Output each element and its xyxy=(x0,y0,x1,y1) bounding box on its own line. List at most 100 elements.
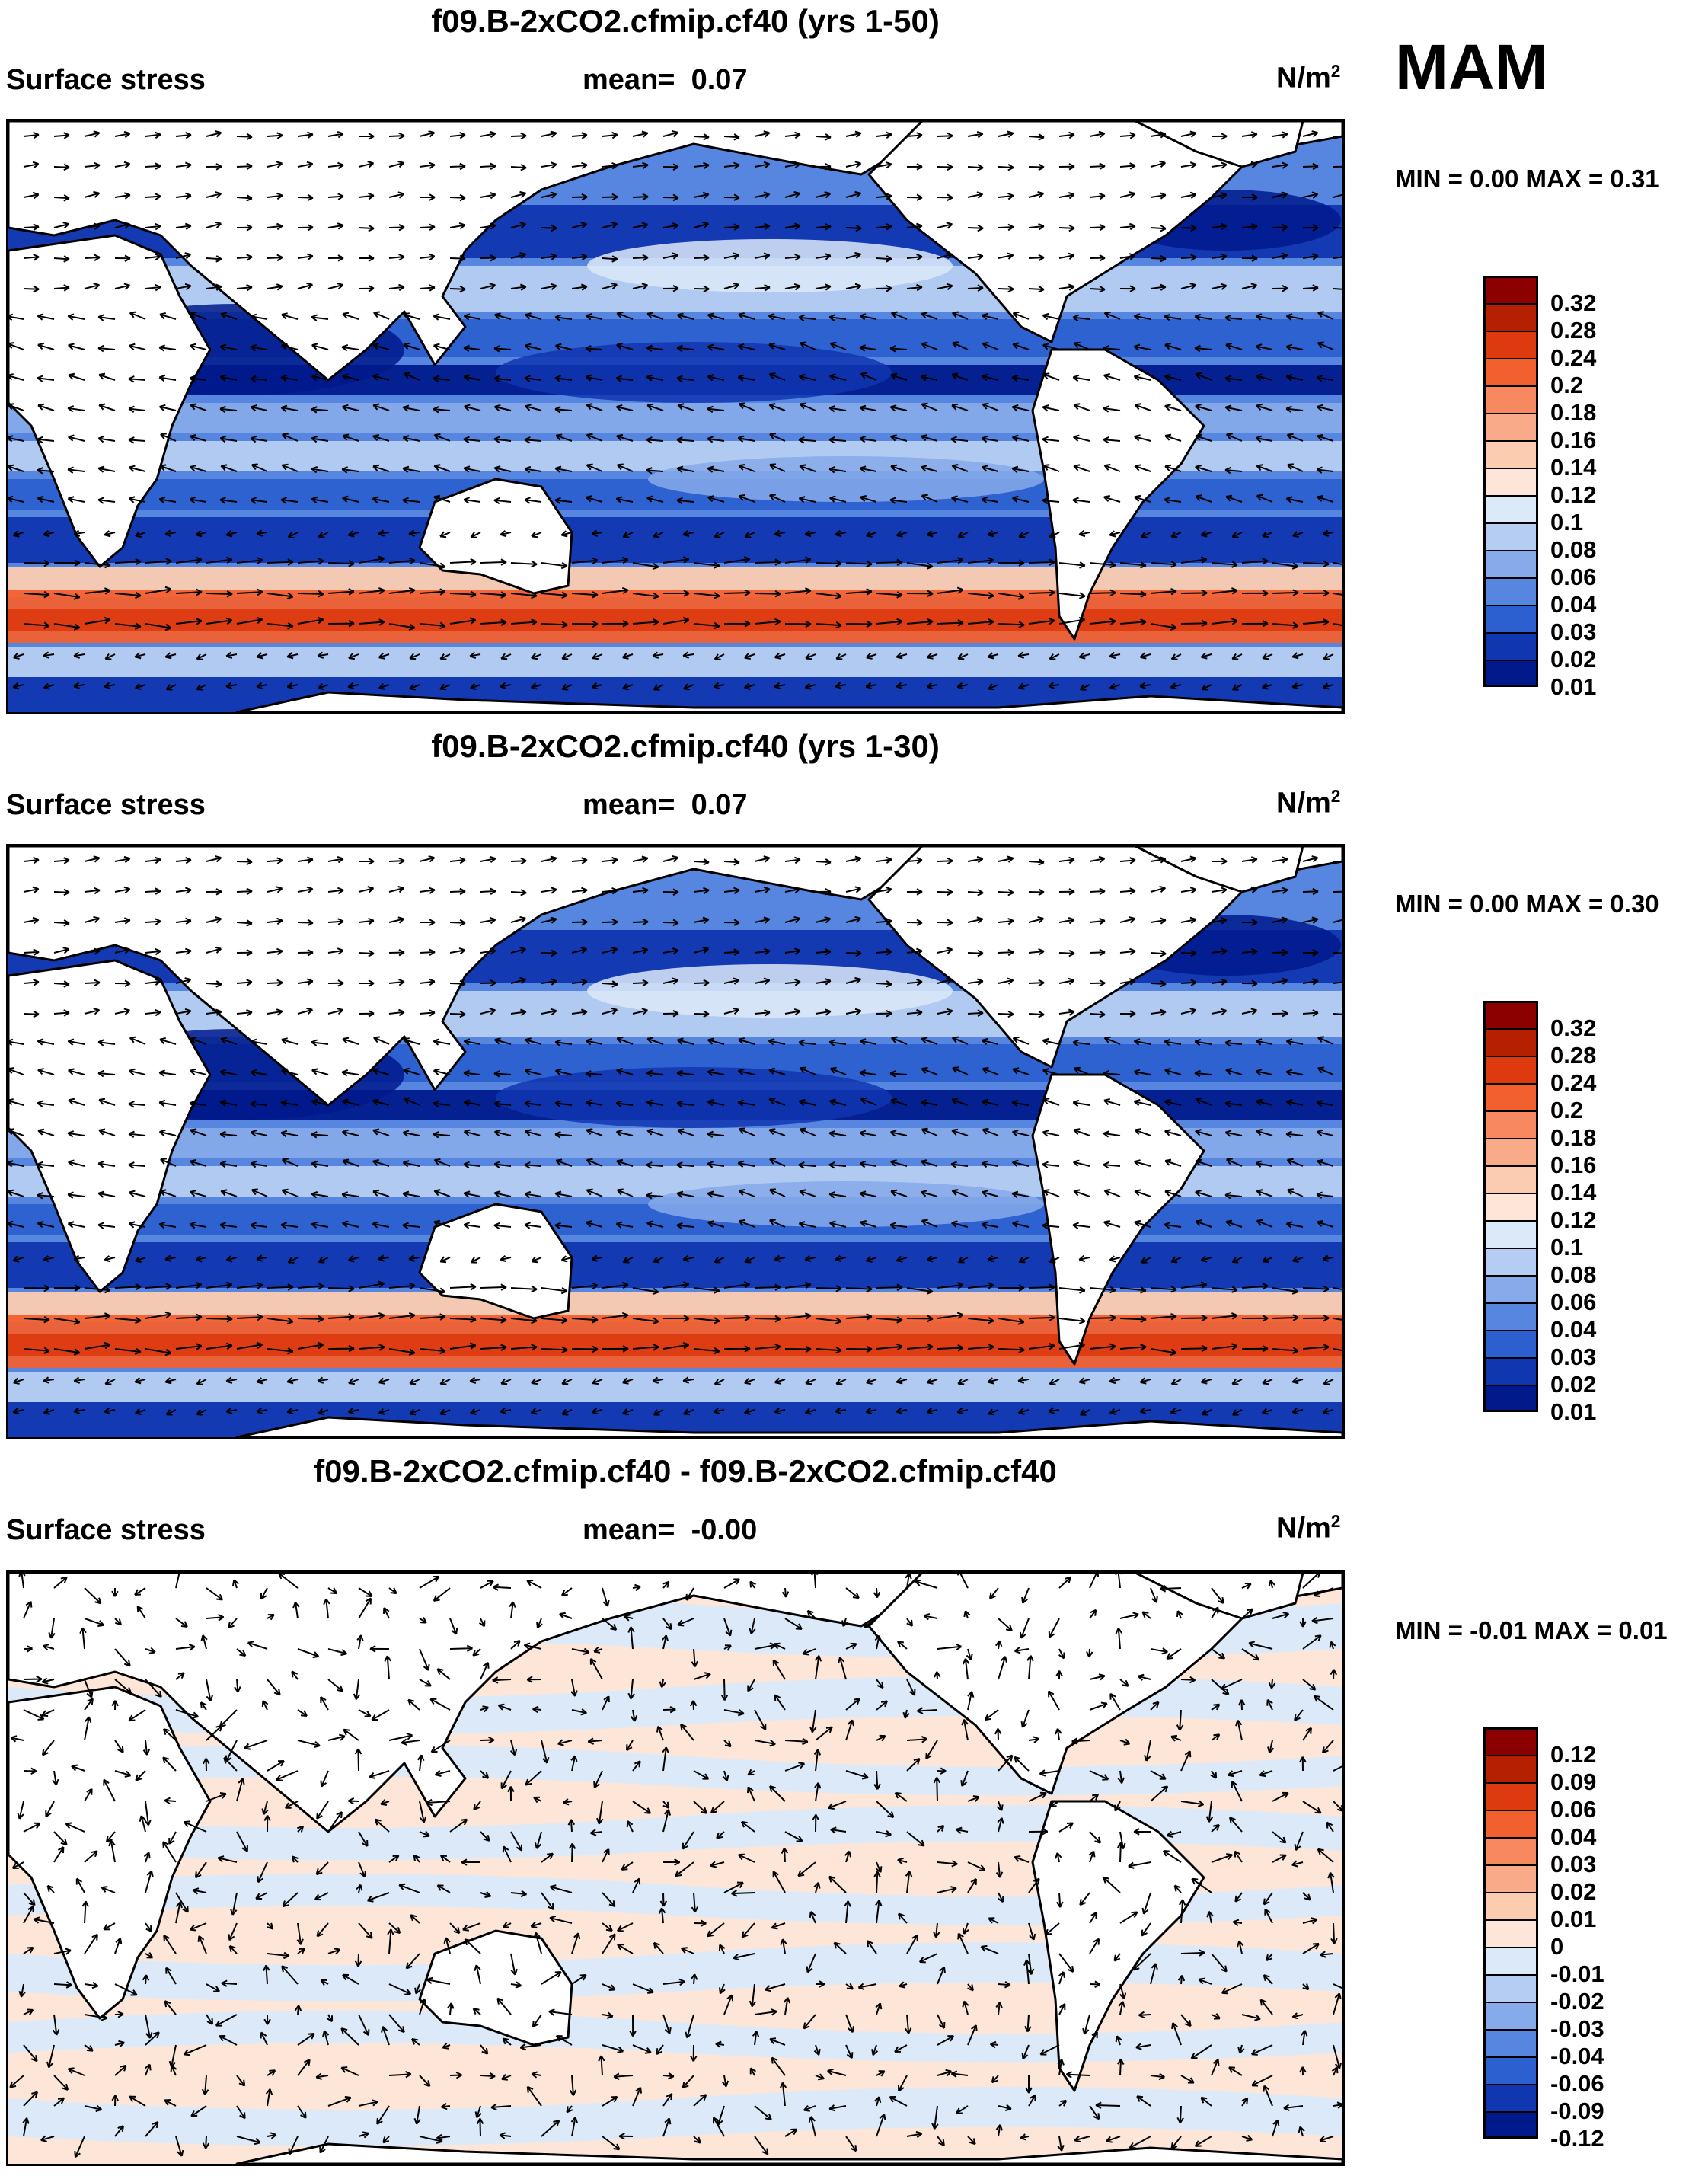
colorbar-level-label: 0.24 xyxy=(1550,344,1597,371)
colorbar-swatch xyxy=(1483,276,1538,303)
colorbar-frame xyxy=(1483,276,1538,687)
colorbar-swatch xyxy=(1483,1357,1538,1385)
colorbar-swatch xyxy=(1483,550,1538,577)
colorbar-swatch xyxy=(1483,522,1538,550)
colorbar-level-label: 0.18 xyxy=(1550,399,1597,426)
colorbar-swatch xyxy=(1483,440,1538,468)
colorbar-level-label: 0.1 xyxy=(1550,509,1584,535)
colorbar-swatch xyxy=(1483,1001,1538,1028)
colorbar-swatch xyxy=(1483,605,1538,632)
colorbar-swatch xyxy=(1483,2084,1538,2111)
colorbar-level-label: 0.28 xyxy=(1550,1042,1597,1069)
colorbar-level-label: 0.03 xyxy=(1550,618,1597,645)
colorbar-swatch xyxy=(1483,385,1538,413)
units-label: N/m2 xyxy=(1276,786,1341,820)
colorbar-level-label: 0.18 xyxy=(1550,1124,1597,1151)
colorbar-level-label: -0.03 xyxy=(1550,2015,1604,2042)
variable-label: Surface stress xyxy=(6,64,206,96)
colorbar-level-label: 0.2 xyxy=(1550,1097,1584,1123)
colorbar-level-label: 0.06 xyxy=(1550,1289,1597,1315)
colorbar-level-label: 0.2 xyxy=(1550,372,1584,398)
mean-value: 0.07 xyxy=(691,789,748,821)
colorbar-swatch xyxy=(1483,1755,1538,1782)
colorbar-level-label: 0.01 xyxy=(1550,1398,1597,1425)
map-panel-3 xyxy=(6,1570,1345,2166)
colorbar-swatch xyxy=(1483,1727,1538,1755)
colorbar-level-label: -0.01 xyxy=(1550,1960,1604,1987)
colorbar-swatch xyxy=(1483,1864,1538,1892)
colorbar-swatch xyxy=(1483,2029,1538,2056)
colorbar-level-label: 0.1 xyxy=(1550,1234,1584,1261)
season-label: MAM xyxy=(1395,31,1548,103)
colorbar-swatch xyxy=(1483,1275,1538,1302)
panel-title: f09.B-2xCO2.cfmip.cf40 (yrs 1-30) xyxy=(431,728,940,764)
min-max-label: MIN = -0.01 MAX = 0.01 xyxy=(1395,1616,1668,1644)
colorbar-swatch xyxy=(1483,1028,1538,1056)
colorbar-level-label: 0.32 xyxy=(1550,1015,1597,1041)
panel-title: f09.B-2xCO2.cfmip.cf40 - f09.B-2xCO2.cfm… xyxy=(314,1453,1057,1489)
colorbar-swatch xyxy=(1483,413,1538,440)
colorbar-swatch xyxy=(1483,1220,1538,1248)
min-max-label: MIN = 0.00 MAX = 0.30 xyxy=(1395,890,1659,918)
colorbar-level-label: 0.04 xyxy=(1550,1823,1597,1850)
colorbar-swatch xyxy=(1483,1892,1538,1919)
colorbar-swatch xyxy=(1483,1138,1538,1165)
colorbar-swatch xyxy=(1483,468,1538,495)
colorbar-swatch xyxy=(1483,2111,1538,2139)
colorbar-swatch xyxy=(1483,1919,1538,1947)
min-max-label: MIN = 0.00 MAX = 0.31 xyxy=(1395,165,1659,193)
colorbar-level-label: 0.12 xyxy=(1550,481,1597,508)
variable-label: Surface stress xyxy=(6,789,206,821)
colorbar-level-label: -0.06 xyxy=(1550,2070,1604,2097)
colorbar-frame xyxy=(1483,1001,1538,1412)
colorbar-swatch xyxy=(1483,1302,1538,1330)
colorbar-swatch xyxy=(1483,1248,1538,1275)
colorbar-frame xyxy=(1483,1727,1538,2139)
colorbar-level-label: 0.14 xyxy=(1550,1179,1597,1206)
colorbar-swatch xyxy=(1483,1165,1538,1193)
colorbar-swatch xyxy=(1483,1837,1538,1864)
colorbar-level-label: -0.02 xyxy=(1550,1988,1604,2015)
colorbar-level-label: 0 xyxy=(1550,1933,1564,1960)
mean-value: 0.07 xyxy=(691,64,748,96)
colorbar-level-label: 0.02 xyxy=(1550,646,1597,673)
colorbar-level-label: 0.08 xyxy=(1550,1261,1597,1288)
colorbar-level-label: 0.04 xyxy=(1550,1316,1597,1343)
colorbar-level-label: 0.24 xyxy=(1550,1069,1597,1096)
units-label: N/m2 xyxy=(1276,61,1341,94)
colorbar-level-label: -0.09 xyxy=(1550,2098,1604,2124)
colorbar-level-label: -0.12 xyxy=(1550,2125,1604,2152)
colorbar-swatch xyxy=(1483,2056,1538,2084)
colorbar-level-label: 0.03 xyxy=(1550,1851,1597,1877)
colorbar-level-label: 0.01 xyxy=(1550,1906,1597,1932)
colorbar-level-label: 0.09 xyxy=(1550,1769,1597,1795)
panel-title: f09.B-2xCO2.cfmip.cf40 (yrs 1-50) xyxy=(431,3,940,39)
colorbar-swatch xyxy=(1483,577,1538,605)
colorbar-level-label: 0.02 xyxy=(1550,1878,1597,1905)
colorbar-swatch xyxy=(1483,1810,1538,1837)
colorbar-level-label: 0.08 xyxy=(1550,536,1597,563)
colorbar-level-label: 0.16 xyxy=(1550,1152,1597,1178)
colorbar-swatch xyxy=(1483,1330,1538,1357)
colorbar-swatch xyxy=(1483,495,1538,522)
colorbar-level-label: 0.06 xyxy=(1550,1796,1597,1823)
colorbar-swatch xyxy=(1483,1947,1538,1974)
colorbar-level-label: 0.28 xyxy=(1550,317,1597,343)
colorbar-swatch xyxy=(1483,1110,1538,1138)
units-label: N/m2 xyxy=(1276,1511,1341,1545)
colorbar-level-label: 0.14 xyxy=(1550,454,1597,481)
mean-label: mean= 0.07 xyxy=(583,64,748,96)
colorbar-swatch xyxy=(1483,303,1538,331)
colorbar-swatch xyxy=(1483,1782,1538,1810)
colorbar-swatch xyxy=(1483,1974,1538,2002)
colorbar-swatch xyxy=(1483,660,1538,687)
colorbar-swatch xyxy=(1483,331,1538,358)
map-panel-2 xyxy=(6,844,1345,1439)
colorbar-level-label: 0.12 xyxy=(1550,1206,1597,1233)
mean-label: mean= -0.00 xyxy=(583,1514,758,1546)
variable-label: Surface stress xyxy=(6,1514,206,1546)
colorbar-swatch xyxy=(1483,1193,1538,1220)
colorbar-swatch xyxy=(1483,2002,1538,2029)
colorbar-level-label: 0.06 xyxy=(1550,564,1597,590)
mean-value: -0.00 xyxy=(691,1514,758,1546)
